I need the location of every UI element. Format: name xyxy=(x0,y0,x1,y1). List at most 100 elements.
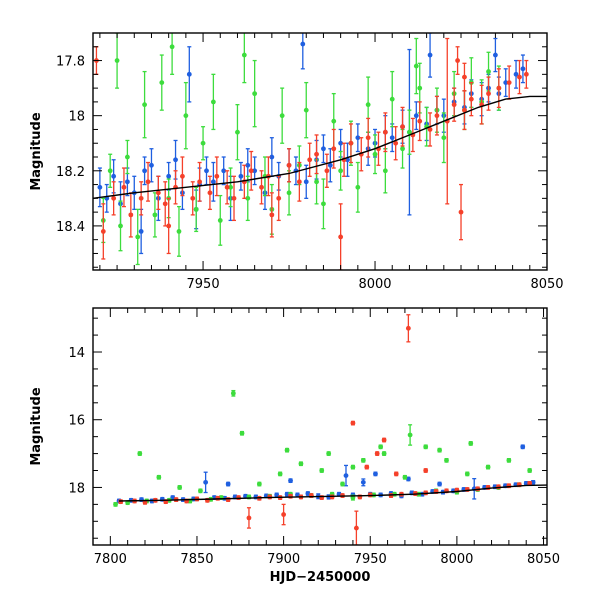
data-point xyxy=(503,68,509,98)
point-marker xyxy=(444,457,449,463)
data-point xyxy=(277,471,283,477)
data-point xyxy=(284,447,290,453)
y-axis-label: Magnitude xyxy=(29,387,44,466)
point-marker xyxy=(321,201,326,207)
data-point xyxy=(407,424,413,446)
data-point xyxy=(427,33,433,78)
point-marker xyxy=(324,168,330,174)
data-point xyxy=(239,430,245,436)
point-marker xyxy=(274,492,280,498)
point-marker xyxy=(458,209,464,215)
data-point xyxy=(444,457,449,463)
data-point xyxy=(225,481,231,487)
data-point xyxy=(203,471,209,494)
point-marker xyxy=(142,168,147,174)
point-marker xyxy=(348,140,354,146)
point-marker xyxy=(124,154,130,160)
point-marker xyxy=(145,179,151,185)
data-point xyxy=(176,205,182,257)
y-tick-label: 14 xyxy=(68,346,85,361)
point-marker xyxy=(486,69,491,74)
data-point xyxy=(197,161,203,202)
plot-frame xyxy=(92,32,548,271)
data-point xyxy=(135,208,141,266)
point-marker xyxy=(523,71,529,77)
top-panel-zoom: 7950 8000 8050 17.8 18 18.2 18.4 Magnitude xyxy=(29,32,564,292)
point-marker xyxy=(197,179,203,185)
point-marker xyxy=(365,135,371,141)
point-marker xyxy=(434,113,440,119)
point-marker xyxy=(228,184,233,190)
point-marker xyxy=(314,179,319,185)
data-point xyxy=(145,161,151,202)
data-point xyxy=(113,501,118,507)
data-point xyxy=(523,59,529,89)
point-marker xyxy=(159,80,165,86)
data-point xyxy=(298,461,304,467)
data-point xyxy=(434,95,440,136)
point-marker xyxy=(437,447,442,453)
data-point xyxy=(204,156,209,186)
point-marker xyxy=(437,481,442,487)
point-marker xyxy=(113,501,118,507)
bottom-panel-full: 7800 7850 7900 7950 8000 8050 14 16 18 Magnitude H… xyxy=(29,307,560,585)
data-point xyxy=(389,123,395,153)
point-marker xyxy=(111,195,117,201)
x-tick-label: 7950 xyxy=(187,277,220,292)
x-tick-label: 8050 xyxy=(527,552,560,567)
data-point xyxy=(381,451,387,456)
point-marker xyxy=(373,471,378,477)
data-point xyxy=(321,178,326,230)
point-marker xyxy=(407,129,412,135)
data-point xyxy=(114,33,120,89)
x-tick-label: 7800 xyxy=(94,552,127,567)
point-marker xyxy=(155,190,161,196)
data-point xyxy=(107,153,113,188)
point-marker xyxy=(364,464,370,470)
point-marker xyxy=(298,461,304,467)
point-marker xyxy=(269,154,275,160)
point-marker xyxy=(496,85,502,91)
data-point xyxy=(210,161,216,202)
point-marker xyxy=(321,146,326,152)
data-point xyxy=(373,471,378,477)
point-marker xyxy=(331,146,337,152)
data-point xyxy=(118,200,123,252)
point-marker xyxy=(248,168,254,174)
point-marker xyxy=(527,480,533,486)
point-marker xyxy=(152,212,158,218)
point-marker xyxy=(100,229,106,234)
data-point xyxy=(159,54,165,111)
point-marker xyxy=(97,184,103,190)
data-point xyxy=(423,468,429,473)
point-marker xyxy=(200,140,206,146)
data-point xyxy=(252,59,258,128)
data-point xyxy=(207,175,213,211)
point-marker xyxy=(451,102,457,108)
data-point xyxy=(100,203,106,260)
data-point xyxy=(121,167,127,208)
point-marker xyxy=(169,44,175,50)
point-marker xyxy=(307,157,313,163)
x-axis-label: HJD−2450000 xyxy=(270,570,371,585)
data-point xyxy=(256,481,262,487)
data-point xyxy=(340,481,345,487)
data-point xyxy=(321,134,326,164)
point-marker xyxy=(506,457,512,463)
point-marker xyxy=(149,162,154,168)
point-marker xyxy=(355,184,361,190)
point-marker xyxy=(506,80,512,86)
data-point xyxy=(241,164,247,199)
data-point xyxy=(300,33,306,70)
point-marker xyxy=(393,471,399,477)
data-point xyxy=(248,150,254,191)
point-marker xyxy=(256,481,262,487)
point-marker xyxy=(107,168,113,174)
data-point xyxy=(180,156,185,197)
data-point xyxy=(200,126,206,161)
point-marker xyxy=(239,430,245,436)
data-point xyxy=(393,471,399,477)
point-marker xyxy=(114,58,120,63)
point-marker xyxy=(259,184,264,190)
y-axis-label: Magnitude xyxy=(29,112,44,191)
